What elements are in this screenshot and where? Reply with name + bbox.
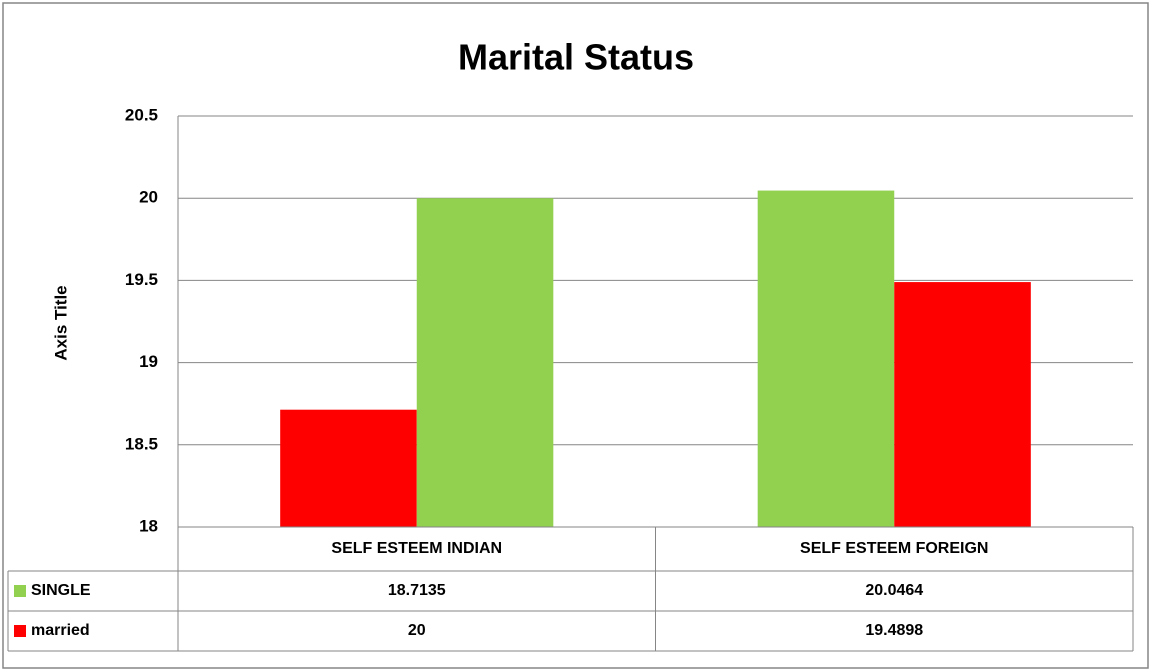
y-axis-title: Axis Title xyxy=(51,285,70,360)
y-tick-label: 18 xyxy=(139,516,158,535)
bar xyxy=(757,190,895,527)
legend-label: SINGLE xyxy=(31,582,91,599)
chart-title: Marital Status xyxy=(458,37,694,78)
table-value: 20 xyxy=(408,622,426,639)
table-value: 18.7135 xyxy=(388,582,446,599)
y-tick-label: 20.5 xyxy=(125,105,158,124)
y-tick-label: 18.5 xyxy=(125,434,158,453)
y-tick-label: 19.5 xyxy=(125,270,158,289)
y-tick-label: 19 xyxy=(139,352,158,371)
x-tick-label: SELF ESTEEM FOREIGN xyxy=(800,540,988,557)
table-value: 19.4898 xyxy=(865,622,923,639)
bar xyxy=(894,282,1031,527)
legend-label: married xyxy=(31,622,90,639)
bar xyxy=(280,409,417,527)
bar xyxy=(416,198,554,527)
y-tick-label: 20 xyxy=(139,188,158,207)
legend-key xyxy=(14,585,26,597)
legend-key xyxy=(14,625,26,637)
x-tick-label: SELF ESTEEM INDIAN xyxy=(331,540,502,557)
table-value: 20.0464 xyxy=(865,582,923,599)
